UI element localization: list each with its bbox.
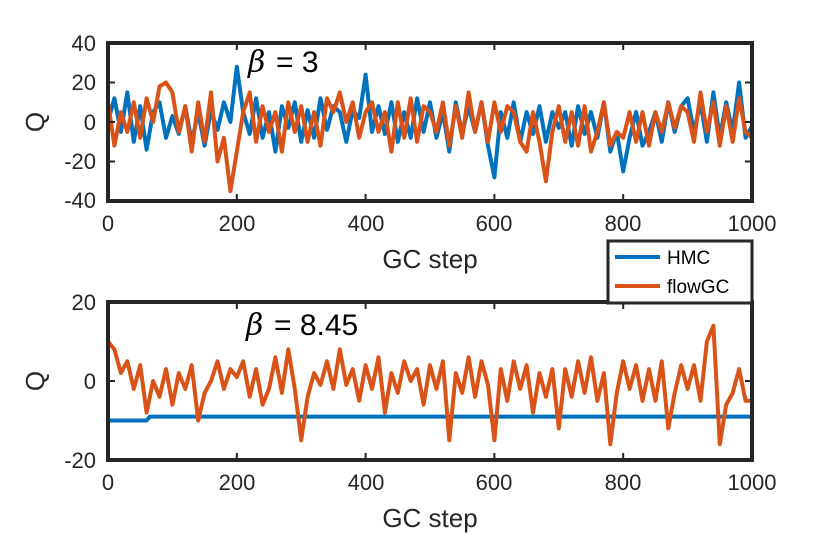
- bottom-x-tick-labels: 0 200 400 600 800 1000: [102, 470, 777, 495]
- top-series-flowgc: [106, 80, 754, 194]
- legend-label-flowgc: flowGC: [667, 277, 729, 298]
- bottom-x-tick-label: 0: [102, 470, 114, 495]
- legend-label-hmc: HMC: [667, 248, 710, 269]
- bottom-series-flowgc: [106, 323, 752, 447]
- bottom-x-tick-label: 800: [605, 470, 642, 495]
- bottom-x-tick-label: 1000: [728, 470, 777, 495]
- top-chart: 40 20 0 -20 -40 0 200 400 600 800 1000 G…: [20, 31, 776, 274]
- top-x-tick-label: 1000: [728, 211, 777, 236]
- bottom-annotation: β = 8.45: [245, 308, 358, 343]
- top-x-tick-label: 0: [102, 211, 114, 236]
- legend-box: [606, 239, 754, 305]
- top-y-tick-label: -20: [64, 149, 96, 174]
- bottom-x-tick-label: 400: [348, 470, 385, 495]
- top-series-group: [106, 64, 754, 194]
- top-y-tick-label: -40: [64, 188, 96, 213]
- top-x-axis-label: GC step: [382, 244, 477, 274]
- bottom-annotation-value: = 8.45: [274, 309, 358, 342]
- top-y-axis-label: Q: [20, 112, 50, 132]
- top-y-tick-label: 40: [72, 31, 96, 56]
- top-y-tick-labels: 40 20 0 -20 -40: [64, 31, 96, 213]
- bottom-x-tick-label: 200: [219, 470, 256, 495]
- top-annotation-value: = 3: [276, 46, 319, 79]
- bottom-y-axis-label: Q: [20, 371, 50, 391]
- top-annotation: β = 3: [247, 45, 319, 80]
- bottom-y-tick-label: 20: [72, 290, 96, 315]
- top-x-tick-label: 400: [348, 211, 385, 236]
- bottom-chart: 20 0 -20 0 200 400 600 800 1000 GC step …: [20, 290, 776, 533]
- bottom-x-axis-label: GC step: [382, 503, 477, 533]
- top-x-tick-labels: 0 200 400 600 800 1000: [102, 211, 777, 236]
- top-x-tick-label: 200: [219, 211, 256, 236]
- bottom-x-tick-label: 600: [476, 470, 513, 495]
- top-x-tick-label: 800: [605, 211, 642, 236]
- top-y-tick-label: 0: [84, 110, 96, 135]
- top-annotation-symbol: β: [247, 45, 265, 80]
- bottom-y-tick-labels: 20 0 -20: [64, 290, 96, 473]
- top-y-tick-label: 20: [72, 70, 96, 95]
- bottom-y-tick-label: 0: [84, 369, 96, 394]
- top-tick-marks: [107, 42, 753, 202]
- bottom-series-group: [106, 323, 752, 447]
- top-x-tick-label: 600: [476, 211, 513, 236]
- bottom-annotation-symbol: β: [245, 308, 263, 343]
- legend: HMC flowGC: [606, 239, 754, 305]
- bottom-plot-area: [108, 302, 752, 460]
- bottom-y-tick-label: -20: [64, 448, 96, 473]
